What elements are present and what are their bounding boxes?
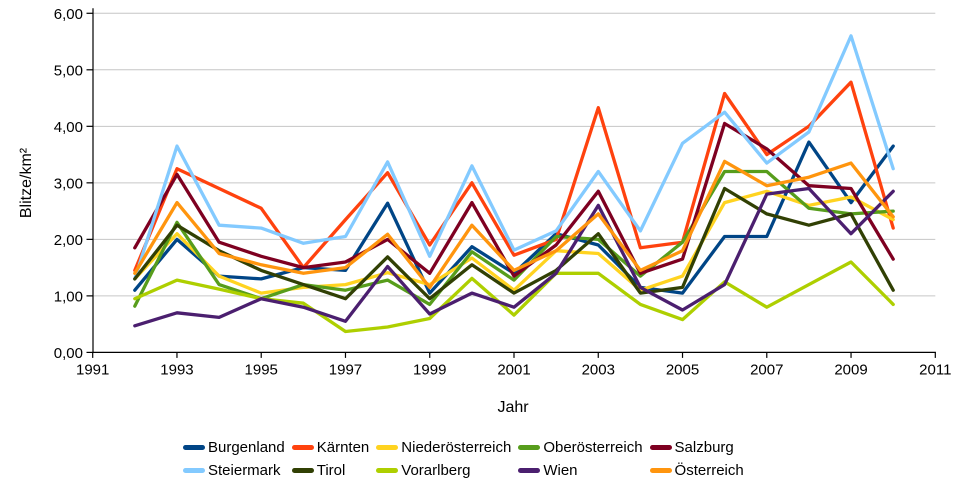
y-tick-label: 4,00 [54,119,83,136]
x-tick-label: 1991 [76,361,109,378]
y-tick-label: 3,00 [54,175,83,192]
legend-swatch-icon [183,445,205,450]
legend-swatch-icon [376,445,399,450]
series-line-Niederösterreich [133,189,895,295]
legend-swatch-icon [291,445,314,450]
legend-label: Niederösterreich [401,439,512,456]
legend-item-Wien: Wien [518,463,642,478]
series-line-Österreich [133,159,895,290]
series-line-Salzburg [133,121,895,278]
series-layer [133,34,895,334]
axes-layer: 0,00 1,00 2,00 3,00 4,00 5,00 6,00 1991 1993 1995… [54,6,952,379]
y-tick-label: 2,00 [54,232,83,249]
x-tick-label: 2001 [497,361,530,378]
legend: Burgenland Kärnten Niederösterreich Oberöst… [183,440,744,478]
y-tick-label: 6,00 [54,6,83,23]
legend-label: Vorarlberg [401,462,471,479]
x-tick-label: 2005 [666,361,699,378]
x-tick-label: 2009 [834,361,867,378]
y-tick-label: 0,00 [54,345,83,362]
legend-label: Salzburg [674,439,734,456]
legend-item-Vorarlberg: Vorarlberg [376,463,511,478]
legend-swatch-icon [376,468,399,473]
legend-swatch-icon [518,445,541,450]
series-line-Steiermark [133,34,895,281]
legend-swatch-icon [291,468,314,473]
series-line-Tirol [133,186,895,301]
x-tick-label: 1997 [329,361,362,378]
legend-label: Kärnten [316,439,370,456]
legend-swatch-icon [649,468,672,473]
legend-swatch-icon [649,445,672,450]
gridlines-layer [93,12,936,297]
legend-item-Kärnten: Kärnten [291,439,370,456]
legend-label: Österreich [674,462,744,479]
y-tick-label: 1,00 [54,288,83,305]
legend-item-Oberösterreich: Oberösterreich [518,439,643,456]
legend-item-Österreich: Österreich [649,462,744,479]
legend-label: Wien [543,462,578,479]
y-axis-title: Blitze/km² [18,147,35,218]
legend-item-Salzburg: Salzburg [649,439,744,456]
x-tick-label: 2003 [582,361,615,378]
x-tick-label: 2011 [919,361,951,378]
legend-label: Oberösterreich [543,439,643,456]
legend-label: Burgenland [208,439,285,456]
x-axis-title: Jahr [497,399,529,416]
x-tick-label: 1995 [245,361,278,378]
legend-item-Burgenland: Burgenland [183,440,285,455]
y-tick-label: 5,00 [54,62,83,79]
legend-label: Steiermark [208,462,281,479]
x-tick-label: 1993 [160,361,193,378]
x-tick-label: 2007 [750,361,783,378]
legend-item-Tirol: Tirol [291,462,370,479]
legend-swatch-icon [183,468,205,473]
x-tick-label: 1999 [413,361,446,378]
legend-item-Steiermark: Steiermark [183,463,285,478]
legend-label: Tirol [316,462,346,479]
legend-swatch-icon [518,468,541,473]
legend-item-Niederösterreich: Niederösterreich [376,440,511,455]
series-line-Kärnten [133,80,895,273]
series-line-Wien [133,186,895,328]
